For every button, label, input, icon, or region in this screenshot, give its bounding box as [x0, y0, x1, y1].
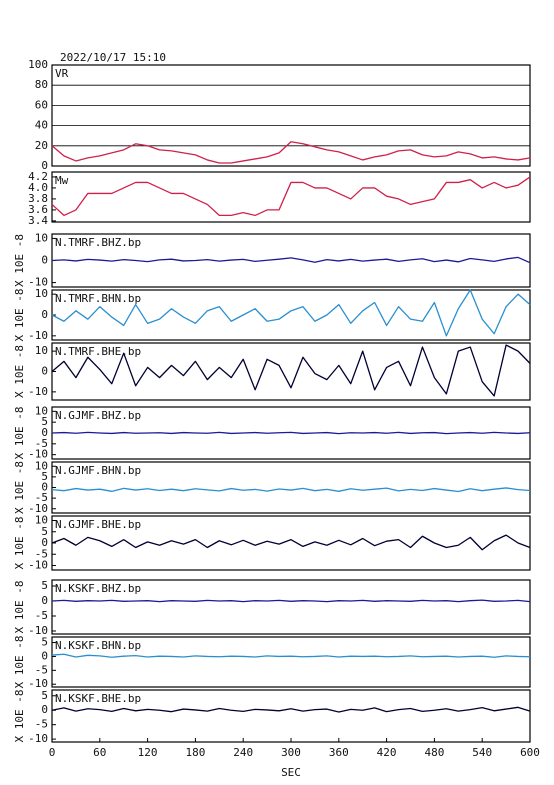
trace-label: N.GJMF.BHZ.bp — [55, 409, 141, 422]
panel-frame — [51, 171, 531, 223]
y-tick-label: -10 — [28, 732, 48, 745]
y-tick-label: -5 — [35, 718, 48, 731]
chart-title: 2022/10/17 15:10 — [60, 51, 166, 64]
panel-frame — [51, 64, 531, 167]
y-axis-label: X 10E -8 — [13, 461, 26, 514]
y-axis-label: X 10E -8 — [13, 289, 26, 342]
trace-label: N.TMRF.BHZ.bp — [55, 236, 141, 249]
y-tick-label: -10 — [28, 276, 48, 289]
x-tick-label: 480 — [424, 746, 444, 759]
y-tick-label: -5 — [35, 609, 48, 622]
x-axis-label: SEC — [281, 766, 301, 779]
y-tick-label: 5 — [41, 636, 48, 649]
y-tick-label: 0 — [41, 365, 48, 378]
y-tick-label: 5 — [41, 689, 48, 702]
y-tick-label: -10 — [28, 385, 48, 398]
x-tick-label: 0 — [49, 746, 56, 759]
y-axis-label: X 10E -8 — [13, 345, 26, 398]
x-tick-label: 180 — [185, 746, 205, 759]
y-axis-label: X 10E -8 — [13, 517, 26, 570]
y-tick-label: -5 — [35, 663, 48, 676]
y-tick-label: 4.0 — [28, 181, 48, 194]
trace-line — [51, 431, 531, 435]
y-tick-label: 5 — [41, 579, 48, 592]
y-tick-label: 60 — [35, 98, 48, 111]
x-tick-label: 420 — [377, 746, 397, 759]
trace-line — [51, 599, 531, 603]
trace-label: VR — [55, 67, 69, 80]
y-tick-label: 0 — [41, 481, 48, 494]
trace-line — [51, 256, 531, 264]
y-tick-label: 40 — [35, 119, 48, 132]
y-tick-label: 0 — [41, 649, 48, 662]
trace-line — [51, 141, 531, 164]
trace-line — [51, 534, 531, 551]
x-tick-label: 60 — [93, 746, 106, 759]
y-tick-label: -10 — [28, 559, 48, 572]
trace-line — [51, 487, 531, 493]
trace-label: N.GJMF.BHN.bp — [55, 464, 141, 477]
trace-line — [51, 289, 531, 337]
y-tick-label: 0 — [41, 536, 48, 549]
y-tick-label: 10 — [35, 459, 48, 472]
y-tick-label: 5 — [41, 525, 48, 538]
x-tick-label: 540 — [472, 746, 492, 759]
y-tick-label: -10 — [28, 677, 48, 690]
y-tick-label: 20 — [35, 139, 48, 152]
panel-frame — [51, 636, 531, 688]
y-tick-label: 0 — [41, 254, 48, 267]
y-tick-label: 0 — [41, 426, 48, 439]
y-tick-label: 10 — [35, 231, 48, 244]
y-tick-label: -10 — [28, 448, 48, 461]
trace-label: N.KSKF.BHN.bp — [55, 639, 141, 652]
x-tick-label: 300 — [281, 746, 301, 759]
y-axis-label: X 10E -8 — [13, 581, 26, 634]
y-tick-label: 0 — [41, 594, 48, 607]
y-tick-label: 100 — [28, 58, 48, 71]
y-tick-label: -10 — [28, 502, 48, 515]
y-tick-label: 80 — [35, 78, 48, 91]
y-tick-label: 3.8 — [28, 192, 48, 205]
y-tick-label: -5 — [35, 437, 48, 450]
trace-label: Mw — [55, 174, 69, 187]
panel-frame — [51, 579, 531, 635]
y-tick-label: 0 — [41, 308, 48, 321]
trace-line — [51, 344, 531, 397]
trace-label: N.KSKF.BHZ.bp — [55, 582, 141, 595]
y-tick-label: 5 — [41, 415, 48, 428]
y-tick-label: 4.2 — [28, 170, 48, 183]
trace-label: N.KSKF.BHE.bp — [55, 692, 141, 705]
y-tick-label: -10 — [28, 329, 48, 342]
x-tick-label: 600 — [520, 746, 540, 759]
y-tick-label: 10 — [35, 287, 48, 300]
y-tick-label: 5 — [41, 470, 48, 483]
y-axis-label: X 10E -8 — [13, 407, 26, 460]
trace-label: N.TMRF.BHE.bp — [55, 345, 141, 358]
y-tick-label: 3.4 — [28, 214, 48, 227]
y-tick-label: 10 — [35, 514, 48, 527]
x-tick-label: 360 — [329, 746, 349, 759]
trace-line — [51, 176, 531, 217]
x-tick-label: 120 — [138, 746, 158, 759]
y-tick-label: -10 — [28, 624, 48, 637]
trace-line — [51, 706, 531, 713]
y-tick-label: 0 — [41, 159, 48, 172]
y-tick-label: -5 — [35, 547, 48, 560]
trace-label: N.TMRF.BHN.bp — [55, 292, 141, 305]
y-axis-label: X 10E -8 — [13, 234, 26, 287]
y-tick-label: 10 — [35, 404, 48, 417]
y-tick-label: 10 — [35, 344, 48, 357]
x-tick-label: 240 — [233, 746, 253, 759]
y-tick-label: 3.6 — [28, 203, 48, 216]
trace-label: N.GJMF.BHE.bp — [55, 518, 141, 531]
trace-line — [51, 653, 531, 658]
y-tick-label: 0 — [41, 703, 48, 716]
y-axis-label: X 10E -8 — [13, 690, 26, 743]
y-axis-label: X 10E -8 — [13, 636, 26, 689]
y-tick-label: -5 — [35, 491, 48, 504]
